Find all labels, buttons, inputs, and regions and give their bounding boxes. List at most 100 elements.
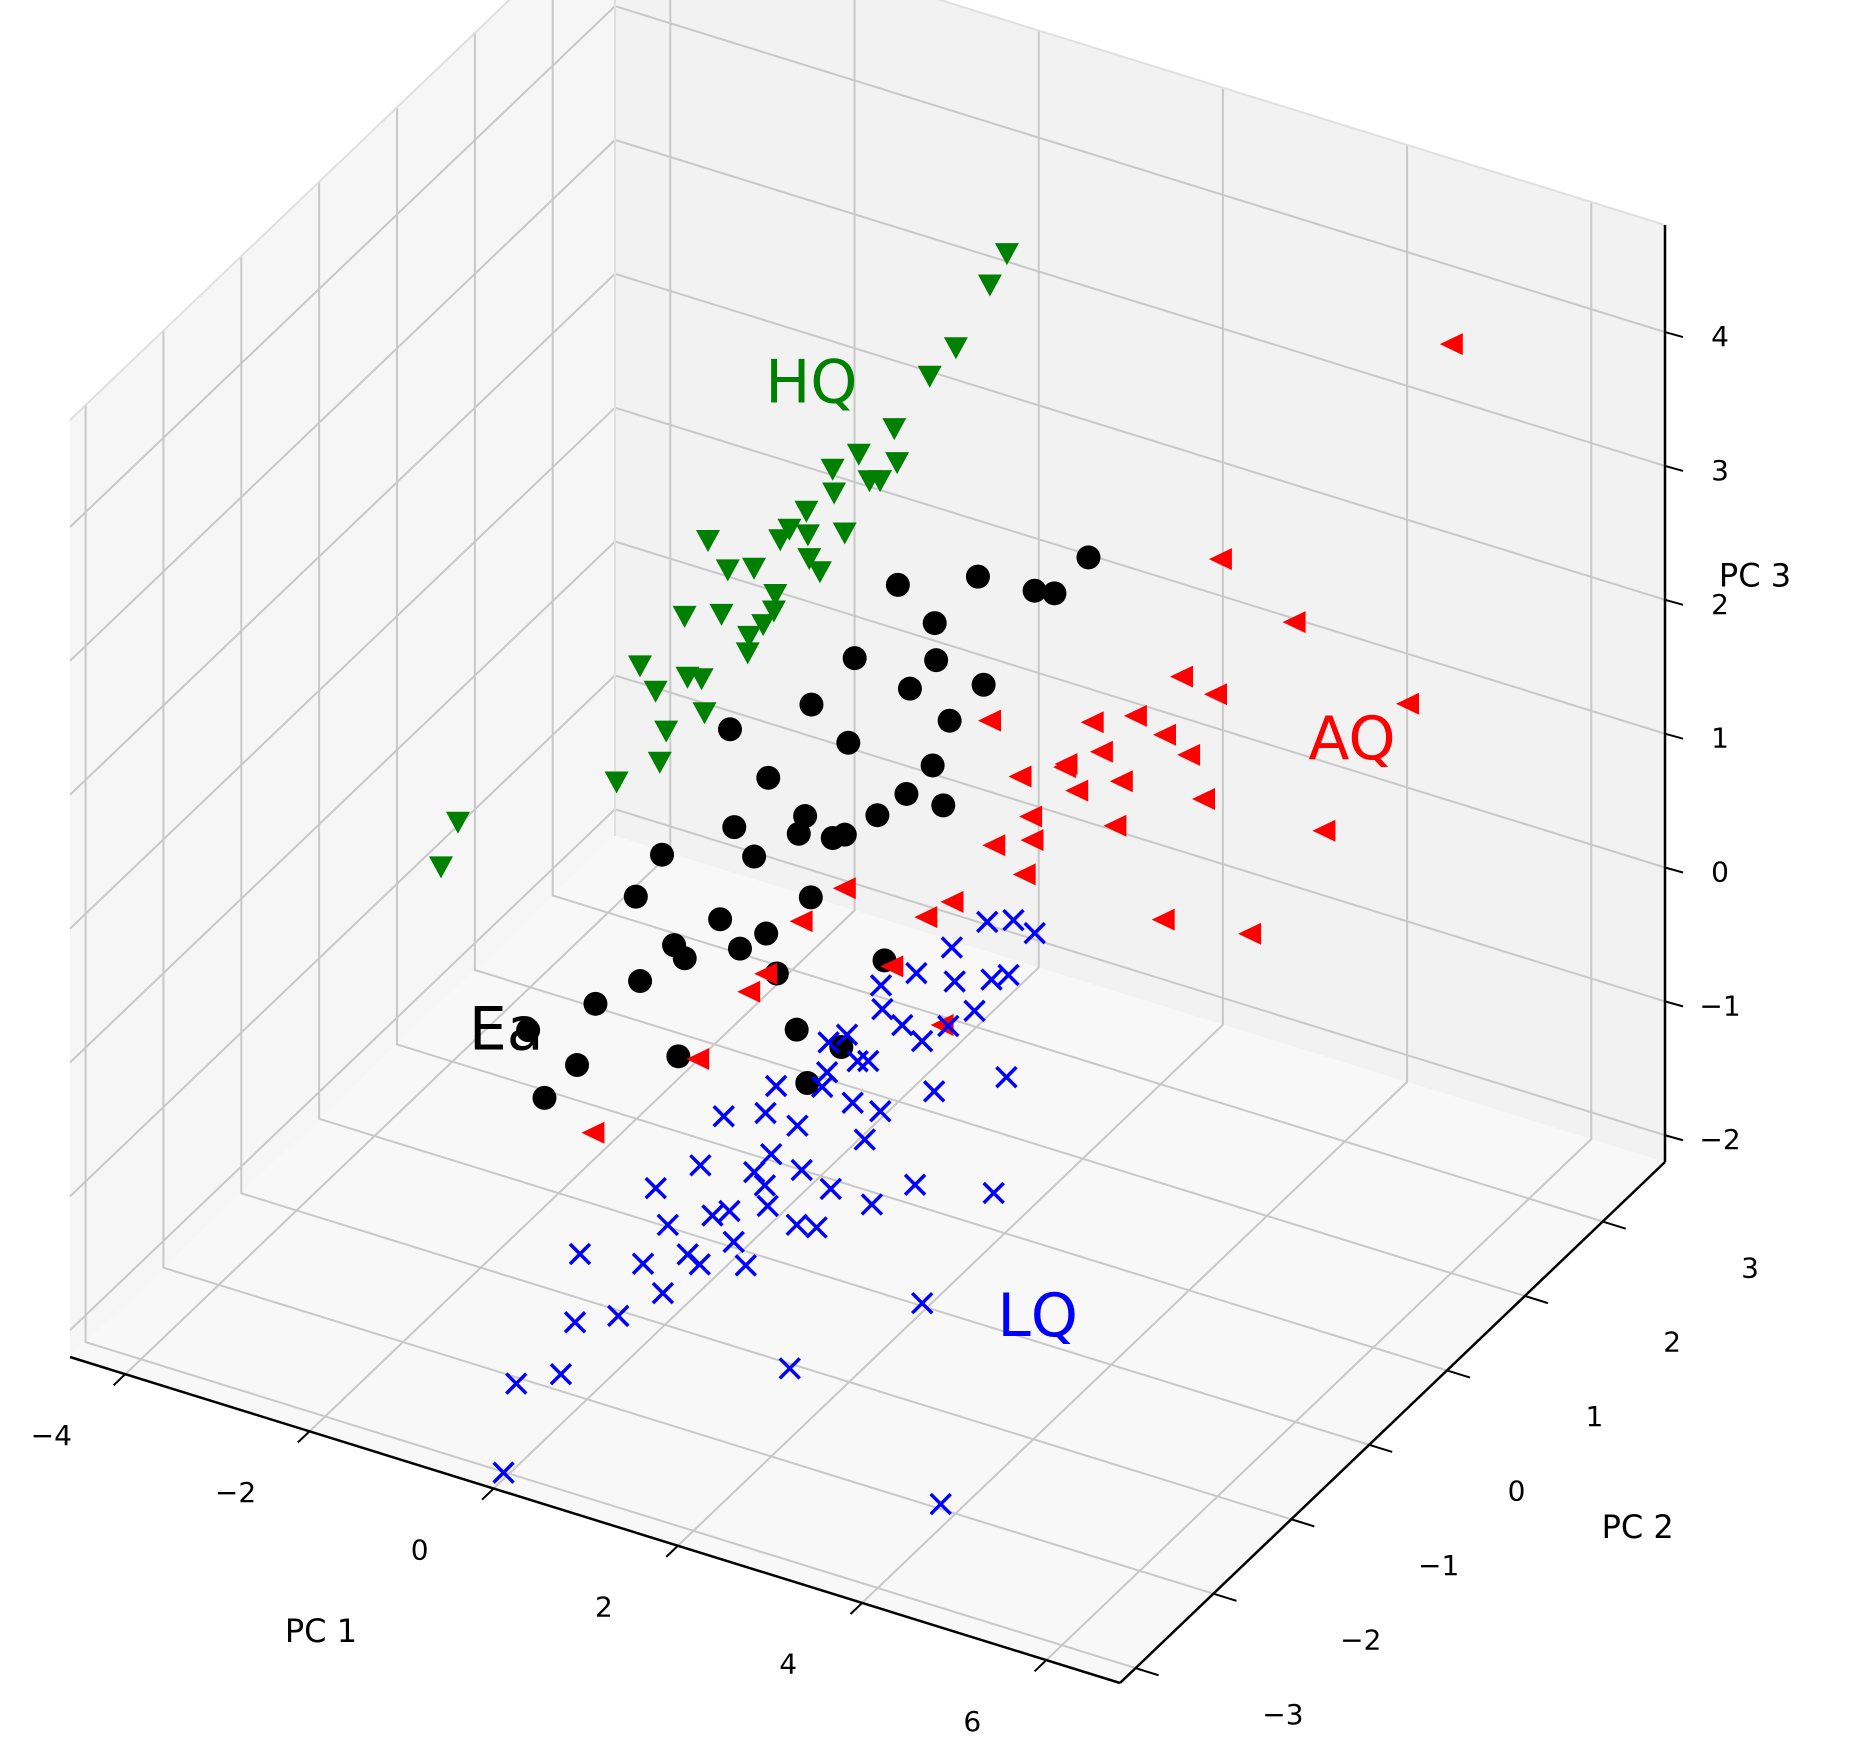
grid-line-y: [240, 256, 1292, 1521]
point-lq: [701, 1204, 724, 1227]
point-aq: [581, 1121, 605, 1144]
y-tick-label: 0: [1508, 1475, 1526, 1508]
point-lq: [756, 1194, 779, 1218]
x-tick: [1033, 1659, 1048, 1673]
z-tick: [1664, 1134, 1684, 1142]
point-lq: [568, 1242, 592, 1266]
grid-line-x: [493, 30, 1040, 1490]
point-aq: [1103, 814, 1127, 837]
point-lq: [819, 1177, 842, 1201]
point-hq: [715, 559, 740, 582]
point-lq: [734, 1254, 758, 1277]
point-aq: [1439, 333, 1463, 356]
z-tick-label: −2: [1699, 1123, 1740, 1156]
point-aq: [930, 1014, 954, 1036]
grid-line-y: [551, 0, 1603, 1223]
point-lq: [718, 1199, 741, 1223]
point-lq: [869, 974, 893, 997]
point-lq: [810, 1075, 834, 1099]
point-aq: [1109, 770, 1133, 793]
point-lq: [815, 1061, 839, 1084]
point-aq: [914, 906, 938, 929]
point-aq: [1238, 922, 1262, 945]
point-hq: [628, 655, 652, 678]
point-lq: [937, 1014, 960, 1038]
point-aq: [1177, 743, 1201, 766]
x-tick: [297, 1430, 311, 1444]
point-hq: [795, 524, 820, 547]
point-hq: [822, 482, 847, 505]
point-aq: [880, 955, 904, 978]
point-ea: [516, 1018, 541, 1043]
z-tick-label: 1: [1711, 722, 1729, 755]
x-tick: [665, 1545, 679, 1558]
y-tick: [1135, 1667, 1159, 1677]
z-tick-label: 4: [1711, 320, 1729, 353]
point-lq: [1023, 921, 1046, 945]
point-ea: [583, 991, 608, 1016]
point-lq: [764, 1074, 788, 1098]
point-ea: [784, 1017, 809, 1042]
point-lq: [676, 1243, 699, 1266]
point-ea: [1076, 545, 1101, 570]
point-ea: [708, 907, 733, 932]
y-tick-label: 3: [1741, 1251, 1759, 1284]
point-hq: [735, 642, 760, 665]
point-lq: [712, 1104, 735, 1128]
point-lq: [549, 1362, 573, 1386]
z-tick: [1664, 464, 1684, 472]
point-ea: [922, 611, 947, 636]
point-ea: [1042, 581, 1067, 606]
y-tick: [1446, 1369, 1471, 1379]
y-tick: [1213, 1592, 1237, 1602]
grid-line-x: [861, 144, 1409, 1604]
point-lq: [790, 1158, 813, 1182]
point-hq: [429, 856, 453, 879]
point-lq: [492, 1461, 515, 1484]
point-hq: [882, 418, 907, 441]
point-lq: [841, 1091, 864, 1114]
point-aq: [1204, 683, 1227, 706]
point-hq: [917, 365, 942, 388]
point-lq: [785, 1213, 809, 1237]
point-ea: [565, 1053, 590, 1078]
z-tick-label: −1: [1699, 989, 1740, 1022]
point-lq: [891, 1013, 914, 1037]
x-tick: [481, 1487, 495, 1501]
point-ea: [742, 844, 767, 869]
point-hq: [943, 337, 968, 360]
point-lq: [607, 1304, 630, 1328]
point-lq: [910, 1029, 934, 1053]
point-ea: [722, 815, 747, 840]
point-ea: [820, 825, 845, 850]
grid-line-y: [84, 405, 1136, 1670]
point-hq: [643, 680, 668, 703]
point-lq: [759, 1142, 783, 1166]
point-ea: [937, 708, 962, 733]
grid-line-x: [1045, 202, 1593, 1661]
point-hq: [763, 584, 788, 606]
point-lq: [853, 1128, 876, 1151]
point-ea: [628, 969, 653, 994]
point-hq: [675, 666, 700, 689]
pane-floor: [70, 836, 1665, 1683]
point-lq: [982, 1181, 1005, 1205]
point-hq: [994, 243, 1019, 266]
point-aq: [754, 962, 778, 985]
point-lq: [997, 963, 1020, 987]
x-tick-label: 2: [595, 1590, 613, 1623]
grid-line-y: [162, 330, 1214, 1595]
point-lq: [869, 1100, 892, 1123]
x-tick: [849, 1602, 863, 1615]
point-lq: [722, 1230, 745, 1254]
point-aq: [1123, 704, 1147, 727]
point-ea: [799, 692, 824, 717]
point-hq: [737, 625, 762, 648]
grid-line-y: [473, 33, 1526, 1297]
point-aq: [1019, 805, 1043, 828]
point-ea: [965, 564, 990, 589]
z-tick: [1664, 331, 1684, 339]
point-lq: [742, 1160, 766, 1184]
point-ea: [924, 648, 949, 673]
